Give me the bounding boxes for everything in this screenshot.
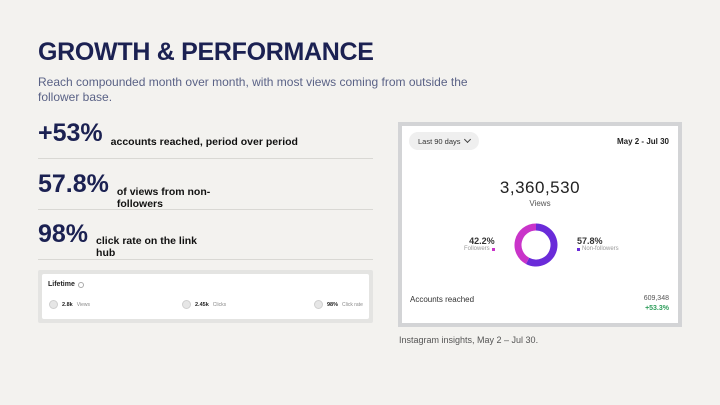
non-followers-swatch — [577, 247, 580, 251]
followers-legend: Followers — [464, 246, 495, 252]
lifetime-clicks-value: 2.45k — [195, 301, 209, 308]
views-donut-chart — [514, 223, 558, 267]
info-icon[interactable] — [77, 281, 84, 288]
stat-click-rate: 98% click rate on the link hub — [38, 220, 373, 260]
followers-swatch — [491, 247, 495, 251]
lifetime-click-rate-label: Click rate — [342, 301, 363, 308]
lifetime-card: Lifetime 2.8k Views 2.45k Clicks 98% Cli… — [38, 270, 373, 323]
range-selector-label: Last 90 days — [418, 136, 461, 146]
accounts-reached-delta: +53.3% — [645, 305, 669, 312]
percent-icon — [314, 300, 323, 309]
non-followers-label: Non-followers — [582, 246, 619, 252]
accounts-reached-label: Accounts reached — [410, 295, 475, 304]
stat-label: accounts reached, period over period — [110, 136, 298, 148]
screenshot-caption: Instagram insights, May 2 – Jul 30. — [399, 335, 539, 345]
lifetime-click-rate-value: 98% — [327, 301, 339, 308]
stat-accounts-reached: +53% accounts reached, period over perio… — [38, 119, 373, 159]
stat-value: 57.8% — [38, 170, 109, 198]
date-range: May 2 - Jul 30 — [616, 137, 669, 146]
accounts-reached-value: 609,348 — [643, 295, 669, 302]
insights-panel: Last 90 days May 2 - Jul 30 3,360,530 Vi… — [402, 126, 678, 323]
views-label: Views — [529, 199, 551, 208]
lifetime-click-rate: 98% Click rate — [314, 300, 363, 309]
followers-stat: 42.2% Followers — [464, 236, 495, 252]
stat-label: of views from non-followers — [116, 186, 211, 210]
insights-screenshot: Last 90 days May 2 - Jul 30 3,360,530 Vi… — [398, 122, 682, 327]
followers-pct: 42.2% — [469, 236, 495, 246]
lifetime-title: Lifetime — [48, 281, 84, 288]
stat-value: +53% — [38, 119, 103, 147]
chevron-down-icon — [463, 135, 471, 144]
cursor-icon — [182, 300, 191, 309]
views-total: 3,360,530 — [499, 178, 581, 197]
donut-segment-followers — [514, 223, 537, 264]
slide-title: GROWTH & PERFORMANCE — [38, 38, 374, 66]
lifetime-views-label: Views — [76, 301, 90, 308]
non-followers-legend: Non-followers — [577, 246, 619, 252]
lifetime-clicks: 2.45k Clicks — [182, 300, 226, 309]
lifetime-card-body: Lifetime 2.8k Views 2.45k Clicks 98% Cli… — [42, 274, 369, 319]
range-selector[interactable]: Last 90 days — [409, 132, 479, 150]
lifetime-views: 2.8k Views — [49, 300, 90, 309]
lifetime-views-value: 2.8k — [62, 301, 73, 308]
accounts-reached: 609,348 +53.3% — [644, 294, 669, 314]
stat-label: click rate on the link hub — [96, 235, 197, 259]
followers-label: Followers — [464, 246, 490, 252]
eye-icon — [49, 300, 58, 309]
stat-value: 98% — [38, 220, 89, 248]
non-followers-pct: 57.8% — [577, 236, 603, 246]
lifetime-title-text: Lifetime — [48, 281, 75, 288]
stat-non-follower-views: 57.8% of views from non-followers — [38, 170, 373, 210]
non-followers-stat: 57.8% Non-followers — [577, 236, 619, 252]
slide-subtitle: Reach compounded month over month, with … — [38, 75, 468, 104]
donut-segment-non-followers — [525, 223, 558, 267]
lifetime-clicks-label: Clicks — [212, 301, 227, 308]
